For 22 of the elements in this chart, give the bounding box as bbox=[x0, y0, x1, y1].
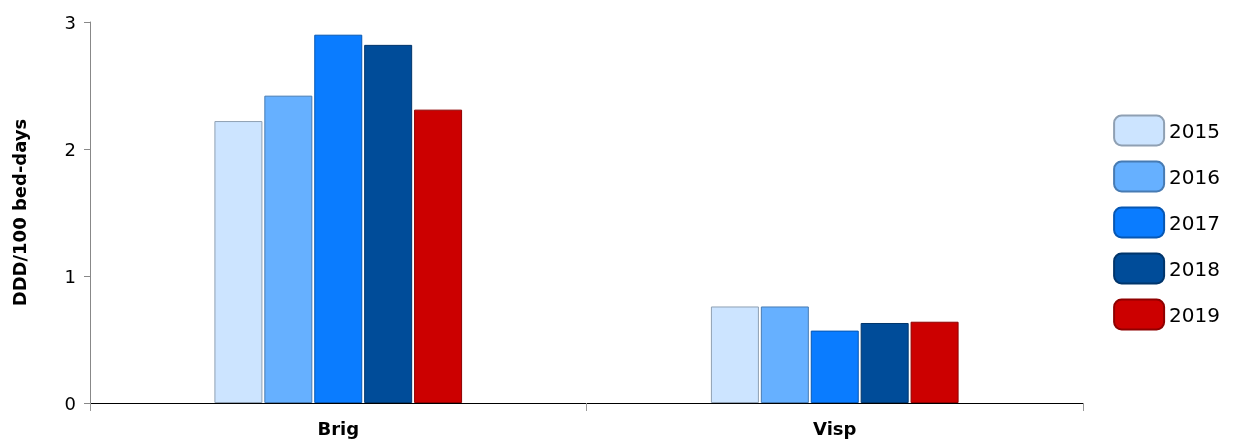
bar bbox=[314, 34, 363, 403]
bar bbox=[214, 121, 263, 403]
bar bbox=[810, 330, 859, 403]
bar bbox=[860, 322, 909, 403]
x-tick-label: Visp bbox=[813, 417, 857, 439]
bar bbox=[264, 95, 313, 403]
y-tick-label: 1 bbox=[64, 265, 76, 287]
legend-label: 2018 bbox=[1169, 256, 1221, 281]
bar bbox=[910, 321, 959, 403]
bar bbox=[710, 306, 759, 403]
bar bbox=[414, 109, 463, 403]
legend-label: 2019 bbox=[1169, 302, 1221, 327]
y-tick-label: 3 bbox=[64, 11, 76, 33]
y-tick-label: 0 bbox=[64, 392, 76, 414]
y-axis-title: DDD/100 bed-days bbox=[8, 118, 30, 307]
legend-label: 2017 bbox=[1169, 210, 1221, 235]
bar bbox=[364, 44, 413, 403]
x-tick-label: Brig bbox=[317, 417, 360, 439]
y-tick-label: 2 bbox=[64, 138, 76, 160]
legend-label: 2015 bbox=[1169, 118, 1221, 143]
legend-label: 2016 bbox=[1169, 164, 1221, 189]
bar bbox=[760, 306, 809, 403]
